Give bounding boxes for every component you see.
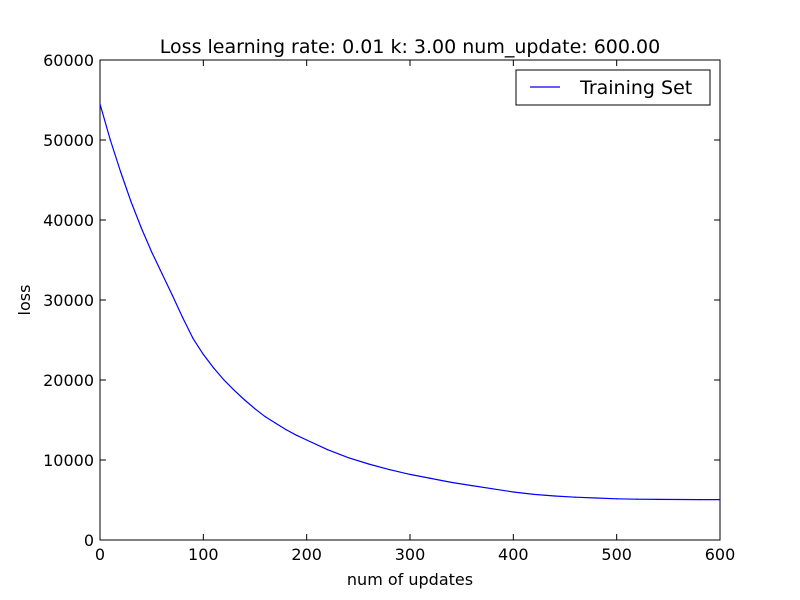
data-point — [636, 498, 638, 500]
data-point — [554, 495, 556, 497]
data-point — [326, 449, 328, 451]
data-point — [347, 457, 349, 459]
data-point — [698, 499, 700, 501]
data-point — [244, 399, 246, 401]
y-tick-label: 60000 — [43, 51, 94, 70]
data-point — [285, 429, 287, 431]
legend: Training Set — [515, 69, 711, 106]
data-point — [430, 477, 432, 479]
data-point — [657, 498, 659, 500]
x-tick-label: 100 — [188, 545, 219, 564]
y-tick-label: 50000 — [43, 131, 94, 150]
data-point — [171, 294, 173, 296]
data-point — [99, 103, 101, 105]
data-point — [192, 337, 194, 339]
x-tick-label: 500 — [601, 545, 632, 564]
data-point — [130, 201, 132, 203]
y-tick-label: 30000 — [43, 291, 94, 310]
x-tick-label: 0 — [95, 545, 105, 564]
x-axis-title: num of updates — [347, 570, 473, 589]
data-point — [719, 499, 721, 501]
y-tick-label: 10000 — [43, 451, 94, 470]
data-point — [120, 171, 122, 173]
data-point — [275, 422, 277, 424]
plot-area — [99, 59, 721, 541]
axis-ticks: 0 100 200 300 400 500 600 0 10000 20000 30000 40000… — [43, 51, 735, 564]
data-point — [202, 353, 204, 355]
x-tick-label: 600 — [705, 545, 736, 564]
data-point — [616, 498, 618, 500]
data-point — [388, 469, 390, 471]
series-layer — [99, 103, 721, 501]
y-axis-title: loss — [15, 285, 34, 316]
data-point — [574, 496, 576, 498]
data-point — [151, 251, 153, 253]
data-point — [306, 439, 308, 441]
x-tick-label: 300 — [395, 545, 426, 564]
data-point — [595, 497, 597, 499]
data-point — [223, 379, 225, 381]
data-point — [295, 434, 297, 436]
y-tick-label: 20000 — [43, 371, 94, 390]
data-point — [213, 367, 215, 369]
data-point — [512, 491, 514, 493]
data-point — [450, 481, 452, 483]
data-point — [471, 485, 473, 487]
y-tick-label: 0 — [84, 531, 94, 550]
x-tick-label: 200 — [291, 545, 322, 564]
legend-label-training-set: Training Set — [579, 77, 692, 99]
data-point — [533, 493, 535, 495]
y-tick-label: 40000 — [43, 211, 94, 230]
data-point — [264, 416, 266, 418]
data-point — [233, 389, 235, 391]
data-point — [161, 273, 163, 275]
chart-title: Loss learning rate: 0.01 k: 3.00 num_upd… — [160, 36, 660, 58]
data-point — [678, 498, 680, 501]
data-point — [492, 488, 494, 490]
x-tick-label: 400 — [498, 545, 529, 564]
data-point — [254, 408, 256, 410]
data-point — [409, 473, 411, 475]
data-point — [368, 463, 370, 465]
data-point — [140, 227, 142, 229]
data-point — [182, 317, 184, 319]
data-point — [109, 139, 111, 141]
